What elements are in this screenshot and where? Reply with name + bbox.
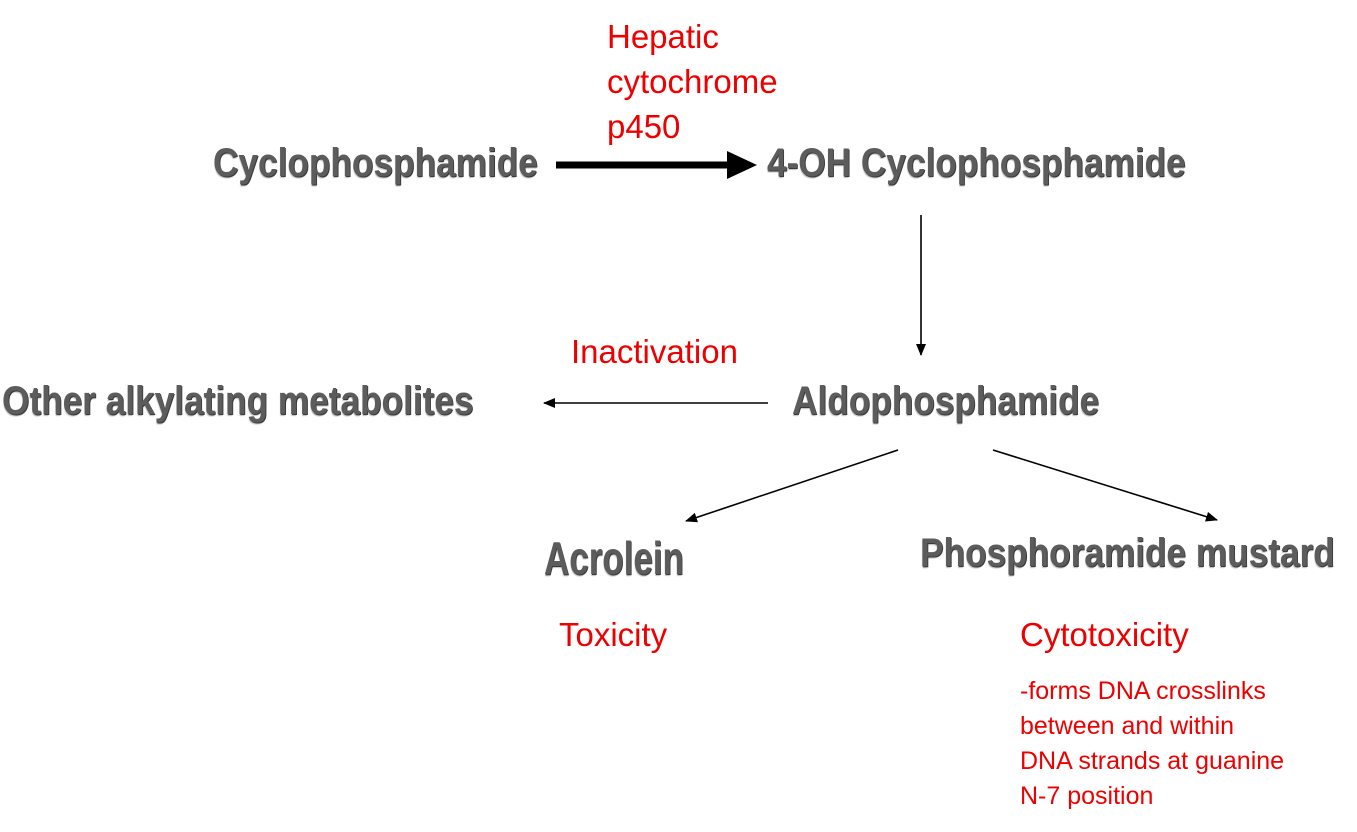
enzyme-label-line: Hepatic — [607, 18, 719, 55]
node-cyclophosphamide: Cyclophosphamide — [213, 141, 538, 185]
enzyme-label-line: cytochrome — [607, 63, 778, 100]
arrow-cyclophosphamide-to-4oh — [556, 151, 757, 179]
enzyme-label-line: p450 — [607, 108, 681, 145]
mechanism-note-line: between and within — [1020, 712, 1235, 740]
mechanism-note: -forms DNA crosslinks between and within… — [1020, 674, 1284, 814]
arrow-aldophosphamide-to-acrolein — [685, 449, 899, 523]
mechanism-note-line: N-7 position — [1020, 782, 1154, 810]
inactivation-label: Inactivation — [571, 333, 738, 370]
node-aldophosphamide: Aldophosphamide — [792, 379, 1100, 423]
mechanism-note-line: -forms DNA crosslinks — [1020, 677, 1266, 705]
enzyme-label: Hepatic cytochrome p450 — [607, 14, 778, 149]
cytotoxicity-label: Cytotoxicity — [1020, 616, 1189, 653]
node-phosphoramide-mustard: Phosphoramide mustard — [920, 531, 1335, 575]
mechanism-note-line: DNA strands at guanine — [1020, 747, 1285, 775]
node-4-oh-cyclophosphamide: 4-OH Cyclophosphamide — [767, 141, 1186, 185]
node-other-alkylating-metabolites: Other alkylating metabolites — [2, 379, 474, 423]
toxicity-label: Toxicity — [559, 616, 668, 653]
arrow-aldophosphamide-to-phosphoramide-mustard — [992, 449, 1218, 522]
node-acrolein: Acrolein — [544, 532, 684, 584]
